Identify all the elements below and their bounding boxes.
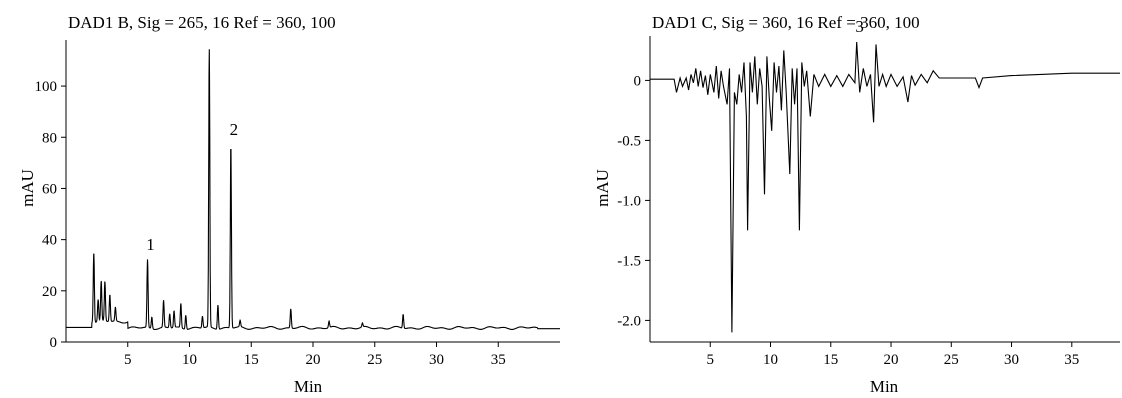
chart-left-x-tick-label: 35	[491, 352, 506, 368]
chart-left-y-tick-label: 0	[50, 335, 58, 351]
chart-right-x-tick-label: 10	[763, 352, 778, 368]
chart-right-x-label: Min	[870, 377, 899, 396]
chart-right-x-tick-label: 15	[823, 352, 838, 368]
chart-right-y-tick-label: -1.0	[617, 193, 641, 209]
chart-left-y-tick-label: 20	[42, 284, 57, 300]
chart-right-annotations: 3	[855, 17, 864, 36]
chart-right-y-tick-label: 0	[634, 73, 642, 89]
chart-right-y-tick-label: -1.5	[617, 253, 641, 269]
chart-right-x-tick-label: 20	[884, 352, 899, 368]
chart-left-axes: 5 10 15 20 25 30 35 0 20 40 60 80 100	[35, 40, 560, 368]
chart-right-x-tick-label: 35	[1064, 352, 1079, 368]
chart-right-x-tick-label: 30	[1004, 352, 1019, 368]
chart-left-x-label: Min	[294, 377, 323, 396]
chart-right: DAD1 C, Sig = 360, 16 Ref = 360, 100 5 10…	[593, 13, 1120, 396]
chart-left-x-tick-label: 25	[367, 352, 382, 368]
chart-left-peak-label: 1	[146, 235, 155, 254]
chart-right-title: DAD1 C, Sig = 360, 16 Ref = 360, 100	[652, 13, 920, 32]
chart-left-peak-label: 2	[230, 120, 239, 139]
chart-right-x-tick-label: 25	[944, 352, 959, 368]
chart-left-x-tick-label: 15	[244, 352, 259, 368]
chart-left-y-tick-label: 60	[42, 181, 57, 197]
chart-right-axes: 5 10 15 20 25 30 35 0 -0.5 -1.0 -1.5 -2.0	[617, 36, 1120, 368]
chart-right-y-label: mAU	[593, 169, 612, 207]
chart-left-x-tick-label: 5	[124, 352, 132, 368]
chart-right-peak-label: 3	[855, 17, 864, 36]
chart-left-y-tick-label: 80	[42, 130, 57, 146]
chart-left-x-tick-label: 20	[306, 352, 321, 368]
chart-left-x-tick-label: 10	[182, 352, 197, 368]
chart-right-y-tick-label: -0.5	[617, 133, 641, 149]
chart-left-x-tick-label: 30	[429, 352, 444, 368]
chart-left-y-tick-label: 40	[42, 233, 57, 249]
chart-left-y-tick-label: 100	[35, 79, 58, 95]
chart-right-y-tick-label: -2.0	[617, 313, 641, 329]
chart-left-annotations: 12	[146, 120, 238, 254]
chart-right-trace	[650, 41, 1120, 333]
chart-left-trace	[66, 49, 560, 331]
chart-right-x-tick-label: 5	[707, 352, 715, 368]
chart-left: DAD1 B, Sig = 265, 16 Ref = 360, 100 5 10…	[18, 13, 560, 396]
chart-left-title: DAD1 B, Sig = 265, 16 Ref = 360, 100	[68, 13, 336, 32]
chart-left-y-label: mAU	[18, 169, 37, 207]
